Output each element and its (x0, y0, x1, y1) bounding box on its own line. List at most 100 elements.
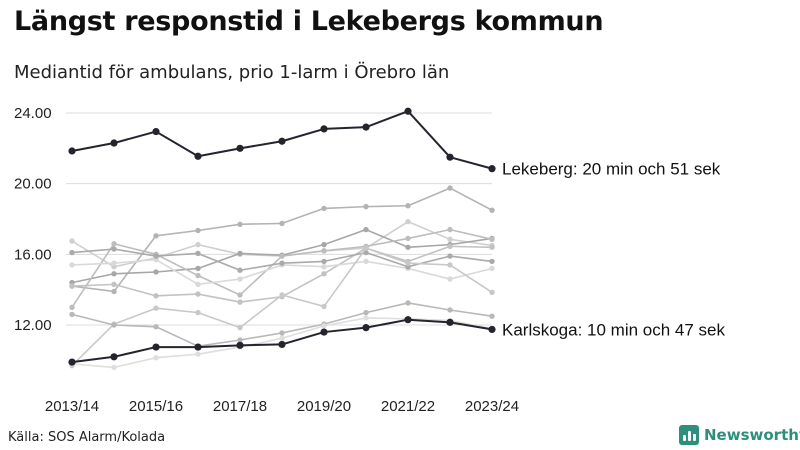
data-point (237, 299, 243, 305)
x-tick-label: 2017/18 (213, 398, 267, 415)
other-municipality-series (69, 185, 495, 371)
series-end-labels: Lekeberg: 20 min och 51 sek Karlskoga: 10… (502, 160, 726, 340)
data-point (321, 303, 327, 310)
data-point (237, 267, 243, 273)
data-point (237, 324, 243, 331)
chart-title: Längst responstid i Lekebergs kommun (14, 6, 604, 37)
y-tick-label: 24.00 (14, 105, 52, 122)
data-point (110, 353, 118, 361)
data-point (195, 272, 201, 279)
data-point (447, 236, 453, 243)
data-point (69, 283, 75, 289)
y-axis-tick-labels: 12.00 16.00 20.00 24.00 (14, 105, 52, 334)
data-point (69, 304, 75, 311)
data-point (279, 260, 285, 266)
data-point (111, 241, 117, 247)
data-point (111, 288, 117, 295)
data-point (447, 262, 453, 268)
data-point (405, 203, 411, 209)
data-point (321, 264, 327, 270)
x-tick-label: 2021/22 (381, 398, 435, 415)
x-axis-tick-labels: 2013/14 2015/16 2017/18 2019/20 2021/22 2023/… (45, 398, 519, 415)
data-point (405, 260, 411, 266)
series-muted (69, 246, 495, 273)
data-point (404, 107, 412, 115)
data-point (195, 351, 201, 357)
data-point (152, 127, 160, 136)
data-point (153, 305, 159, 311)
data-point (447, 243, 453, 250)
data-point (237, 292, 243, 298)
data-point (111, 322, 117, 328)
data-point (447, 226, 453, 233)
data-point (195, 241, 201, 248)
series-line (71, 187, 493, 293)
data-point (68, 358, 76, 366)
data-point (405, 244, 411, 250)
data-point (362, 324, 370, 332)
data-point (321, 248, 327, 254)
data-point (195, 265, 201, 272)
data-point (447, 253, 453, 259)
data-point (363, 309, 369, 316)
grid-lines (66, 112, 492, 326)
data-point (111, 281, 117, 288)
data-point (110, 139, 118, 147)
data-point (279, 292, 285, 298)
data-point (489, 313, 495, 319)
data-point (69, 249, 75, 256)
data-point (237, 250, 243, 257)
data-point (237, 276, 243, 282)
data-point (195, 291, 201, 297)
data-point (194, 152, 202, 160)
data-point (488, 165, 496, 173)
data-point (69, 262, 75, 268)
data-point (279, 330, 285, 336)
highlighted-series (68, 107, 496, 366)
data-point (447, 307, 453, 313)
data-point (195, 309, 201, 316)
brand-logo: Newsworthy (679, 425, 800, 445)
series-karlskoga (68, 316, 496, 366)
series-end-label: Karlskoga: 10 min och 47 sek (502, 320, 726, 339)
data-point (111, 271, 117, 277)
data-point (195, 250, 201, 257)
data-point (279, 220, 285, 227)
data-point (489, 289, 495, 296)
data-point (195, 227, 201, 234)
data-point (195, 281, 201, 288)
data-point (321, 205, 327, 212)
series-lekeberg (68, 107, 496, 173)
data-point (279, 335, 285, 341)
data-point (278, 137, 286, 145)
data-point (321, 323, 327, 329)
data-point (153, 253, 159, 259)
data-point (321, 241, 327, 248)
data-point (489, 207, 495, 213)
series-end-label: Lekeberg: 20 min och 51 sek (502, 160, 721, 179)
data-point (489, 236, 495, 243)
data-point (279, 253, 285, 259)
x-tick-label: 2015/16 (129, 398, 183, 415)
data-point (320, 328, 328, 336)
data-point (488, 325, 496, 334)
data-point (363, 315, 369, 321)
data-point (152, 343, 160, 351)
data-point (237, 337, 243, 343)
data-point (320, 125, 328, 133)
data-point (153, 354, 159, 361)
data-point (447, 276, 453, 282)
data-point (362, 123, 370, 131)
x-tick-label: 2019/20 (297, 398, 351, 415)
data-point (69, 311, 75, 318)
y-tick-label: 12.00 (14, 317, 52, 334)
data-point (194, 343, 202, 351)
data-point (363, 226, 369, 233)
data-point (321, 271, 327, 277)
series-muted (69, 185, 495, 295)
data-point (363, 245, 369, 251)
source-note: Källa: SOS Alarm/Kolada (8, 430, 166, 445)
data-point (236, 341, 244, 349)
